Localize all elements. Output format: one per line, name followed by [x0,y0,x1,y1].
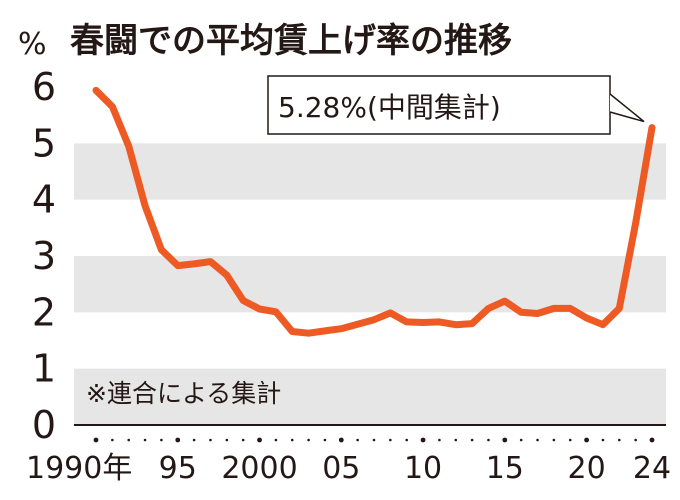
x-dot [601,438,605,442]
y-tick-label: 0 [32,403,56,447]
x-dot [438,438,441,442]
x-tick-label: 15 [486,451,524,486]
x-dot [372,438,376,442]
x-dot [487,438,490,442]
y-tick-label: 2 [32,290,56,334]
x-dot [649,437,655,443]
x-tick-label: 2000 [221,451,297,486]
y-axis-ticks: 0 1 2 3 4 5 6 [32,65,56,447]
x-dot [111,438,114,442]
x-dot [552,438,556,442]
series-line [92,86,656,337]
svg-text:5.28%(中間集計): 5.28%(中間集計) [278,91,501,124]
x-axis-ticks: 1990年 95 2000 05 10 15 20 24 [26,451,671,486]
x-axis-dots [93,437,655,443]
x-tick-label: 95 [159,451,197,486]
band-0-1 [74,368,666,425]
x-dot [274,438,278,442]
x-tick-label: 10 [404,451,442,486]
y-tick-label: 4 [32,178,56,222]
x-dot [307,438,310,442]
callout-label: (中間集計) [367,91,501,124]
x-dot [290,438,294,442]
x-dot [356,438,359,442]
x-tick-label: 1990年 [26,451,132,486]
x-dot [420,437,426,443]
callout-value: 5.28% [278,91,367,124]
x-tick-label: 05 [322,451,360,486]
x-dot [470,438,474,442]
x-dot [209,438,212,442]
x-dot [143,438,147,442]
y-tick-label: 5 [32,121,56,165]
x-dot [502,437,508,443]
y-tick-label: 3 [32,234,56,278]
x-dot [389,438,392,442]
x-dot [257,437,262,443]
y-axis-unit: % [18,27,47,62]
x-dot [519,438,523,442]
band-2-3 [74,256,666,313]
callout-pointer [609,93,645,123]
x-dot [584,437,589,443]
value-callout: 5.28%(中間集計) [267,75,645,135]
x-dot [454,438,458,442]
x-dot [617,438,621,442]
x-dot [568,438,572,442]
x-dot [225,438,229,442]
x-dot [160,438,163,442]
x-dot [93,437,99,443]
x-dot [175,437,181,443]
y-tick-label: 1 [32,347,56,391]
x-dot [323,438,327,442]
chart-title: 春闘での平均賃上げ率の推移 [70,21,512,61]
callout-box [267,75,611,135]
x-dot [338,437,344,443]
x-dot [536,438,539,442]
band-4-5 [74,143,666,200]
x-dot [405,438,409,442]
source-note: ※連合による集計 [86,379,281,408]
x-dot [192,438,196,442]
x-dot [127,438,131,442]
y-tick-label: 6 [32,65,56,109]
x-tick-label: 24 [633,451,671,486]
x-dot [241,438,245,442]
x-tick-label: 20 [567,451,605,486]
x-dot [634,438,637,442]
